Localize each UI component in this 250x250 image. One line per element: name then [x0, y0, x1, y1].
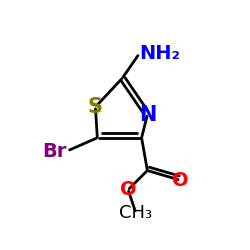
Text: S: S — [88, 97, 103, 117]
Text: O: O — [120, 180, 136, 199]
Text: O: O — [172, 171, 188, 190]
Text: N: N — [139, 105, 156, 125]
Text: NH₂: NH₂ — [140, 44, 181, 62]
Text: CH₃: CH₃ — [119, 204, 152, 222]
Text: Br: Br — [42, 142, 66, 161]
